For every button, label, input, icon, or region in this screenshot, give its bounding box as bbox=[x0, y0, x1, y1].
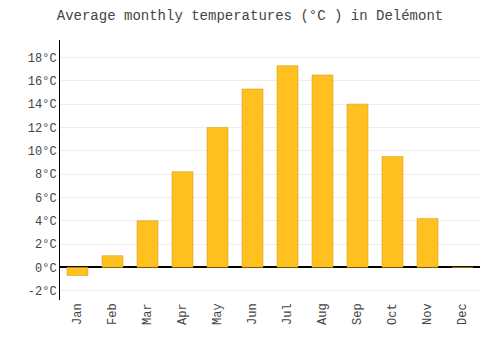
svg-text:6°C: 6°C bbox=[35, 192, 57, 206]
svg-text:Mar: Mar bbox=[141, 303, 155, 325]
svg-text:-2°C: -2°C bbox=[28, 285, 57, 299]
svg-text:Oct: Oct bbox=[386, 303, 400, 325]
svg-text:8°C: 8°C bbox=[35, 168, 57, 182]
svg-text:2°C: 2°C bbox=[35, 238, 57, 252]
svg-text:0°C: 0°C bbox=[35, 262, 57, 276]
svg-text:Apr: Apr bbox=[176, 303, 190, 325]
svg-text:Aug: Aug bbox=[316, 303, 330, 325]
svg-text:18°C: 18°C bbox=[28, 52, 57, 66]
svg-text:12°C: 12°C bbox=[28, 122, 57, 136]
svg-text:Jun: Jun bbox=[246, 303, 260, 325]
svg-text:Jan: Jan bbox=[71, 303, 85, 325]
svg-text:May: May bbox=[211, 303, 225, 325]
svg-text:Feb: Feb bbox=[106, 303, 120, 325]
svg-text:4°C: 4°C bbox=[35, 215, 57, 229]
svg-text:Sep: Sep bbox=[351, 303, 365, 325]
svg-text:Average monthly temperatures (: Average monthly temperatures (°C ) in De… bbox=[57, 8, 443, 24]
svg-text:Jul: Jul bbox=[281, 303, 295, 325]
svg-text:14°C: 14°C bbox=[28, 98, 57, 112]
svg-text:10°C: 10°C bbox=[28, 145, 57, 159]
svg-text:16°C: 16°C bbox=[28, 75, 57, 89]
svg-text:Dec: Dec bbox=[456, 303, 470, 325]
svg-text:Nov: Nov bbox=[421, 303, 435, 325]
